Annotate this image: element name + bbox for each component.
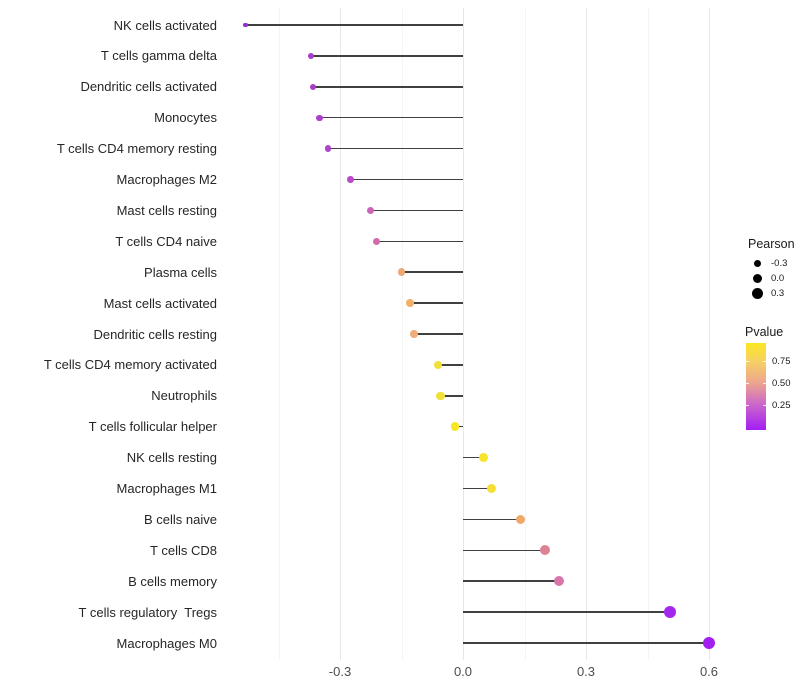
lollipop-point xyxy=(479,453,488,463)
minor-gridline xyxy=(647,8,649,660)
category-label: Plasma cells xyxy=(144,264,217,280)
category-label: T cells regulatory Tregs xyxy=(78,604,217,620)
major-gridline xyxy=(340,8,341,660)
x-axis-tick-label: -0.3 xyxy=(328,664,352,679)
major-gridline xyxy=(463,8,464,660)
pvalue-colorbar xyxy=(746,343,766,430)
lollipop-stem xyxy=(376,240,463,243)
category-label: Mast cells activated xyxy=(103,295,217,311)
lollipop-stem xyxy=(463,580,560,582)
category-label: NK cells activated xyxy=(113,17,217,33)
lollipop-stem xyxy=(463,611,671,613)
minor-gridline xyxy=(278,8,280,660)
category-label: T cells gamma delta xyxy=(100,48,217,64)
colorbar-tick xyxy=(763,383,766,384)
category-label: NK cells resting xyxy=(126,450,217,466)
lollipop-stem xyxy=(463,549,545,552)
pvalue-tick-label-075: 0.75 xyxy=(772,356,791,367)
pearson-legend-title: Pearson xyxy=(748,237,795,251)
category-label: B cells naive xyxy=(144,511,217,527)
minor-gridline xyxy=(401,8,403,660)
category-label: Macrophages M0 xyxy=(116,635,217,651)
category-label: Neutrophils xyxy=(151,388,217,404)
category-label: Macrophages M2 xyxy=(116,172,217,187)
pearson-size-label-medium: 0.0 xyxy=(771,273,785,284)
lollipop-point xyxy=(663,606,677,619)
category-label: Macrophages M1 xyxy=(116,481,217,496)
pearson-size-dot-large xyxy=(751,287,763,299)
lollipop-stem xyxy=(440,395,463,397)
lollipop-stem xyxy=(370,209,463,212)
colorbar-tick xyxy=(746,361,749,362)
category-label: Mast cells resting xyxy=(116,202,217,218)
lollipop-point xyxy=(243,22,249,28)
lollipop-stem xyxy=(350,178,463,181)
x-axis-tick-label: 0.0 xyxy=(453,664,473,679)
lollipop-stem xyxy=(311,55,463,57)
category-label: Dendritic cells resting xyxy=(93,326,217,342)
pvalue-tick-label-025: 0.25 xyxy=(772,400,791,411)
lollipop-point xyxy=(367,206,375,214)
colorbar-tick xyxy=(763,405,766,406)
lollipop-stem xyxy=(319,116,463,119)
major-gridline xyxy=(709,8,710,660)
lollipop-stem xyxy=(313,86,463,88)
pearson-size-dot-medium xyxy=(752,273,762,283)
pearson-size-label-small: -0.3 xyxy=(771,258,788,269)
pvalue-legend-title: Pvalue xyxy=(745,325,784,339)
major-gridline xyxy=(586,8,587,660)
lollipop-point xyxy=(308,52,315,59)
colorbar-tick xyxy=(746,405,749,406)
lollipop-stem xyxy=(409,302,463,304)
lollipop-stem xyxy=(401,271,463,273)
lollipop-stem xyxy=(413,333,463,335)
category-label: T cells CD4 memory activated xyxy=(43,357,217,373)
category-label: Monocytes xyxy=(154,110,217,126)
lollipop-point xyxy=(554,576,565,587)
lollipop-point xyxy=(316,114,323,121)
colorbar-tick xyxy=(746,383,749,384)
colorbar-tick xyxy=(763,361,766,362)
x-axis-tick-label: 0.3 xyxy=(576,664,596,679)
lollipop-point xyxy=(397,268,406,276)
category-label: T cells CD4 naive xyxy=(115,233,217,249)
lollipop-stem xyxy=(438,364,463,366)
lollipop-point xyxy=(434,360,443,369)
lollipop-point xyxy=(405,299,414,307)
pearson-size-dot-small xyxy=(753,259,761,267)
category-label: B cells memory xyxy=(128,573,217,589)
lollipop-stem xyxy=(327,147,463,150)
lollipop-point xyxy=(450,422,460,431)
lollipop-point xyxy=(346,176,354,183)
category-label: Dendritic cells activated xyxy=(80,79,217,95)
lollipop-point xyxy=(373,237,381,245)
minor-gridline xyxy=(524,8,526,660)
lollipop-stem xyxy=(463,487,492,490)
lollipop-point xyxy=(409,330,418,338)
lollipop-stem xyxy=(463,518,521,521)
lollipop-point xyxy=(324,145,331,152)
lollipop-point xyxy=(436,391,445,400)
x-axis-tick-label: 0.6 xyxy=(699,664,719,679)
lollipop-stem xyxy=(245,24,463,26)
pvalue-tick-label-050: 0.50 xyxy=(772,378,791,389)
lollipop-point xyxy=(487,483,497,494)
category-label: T cells CD4 memory resting xyxy=(56,141,217,157)
category-label: T cells follicular helper xyxy=(88,419,217,435)
category-label: T cells CD8 xyxy=(150,542,217,558)
lollipop-point xyxy=(310,83,317,90)
pearson-size-label-large: 0.3 xyxy=(771,288,785,299)
lollipop-point xyxy=(540,545,550,556)
lollipop-point xyxy=(702,636,716,650)
lollipop-stem xyxy=(463,642,709,644)
lollipop-stem xyxy=(463,456,484,459)
lollipop-point xyxy=(515,514,526,525)
